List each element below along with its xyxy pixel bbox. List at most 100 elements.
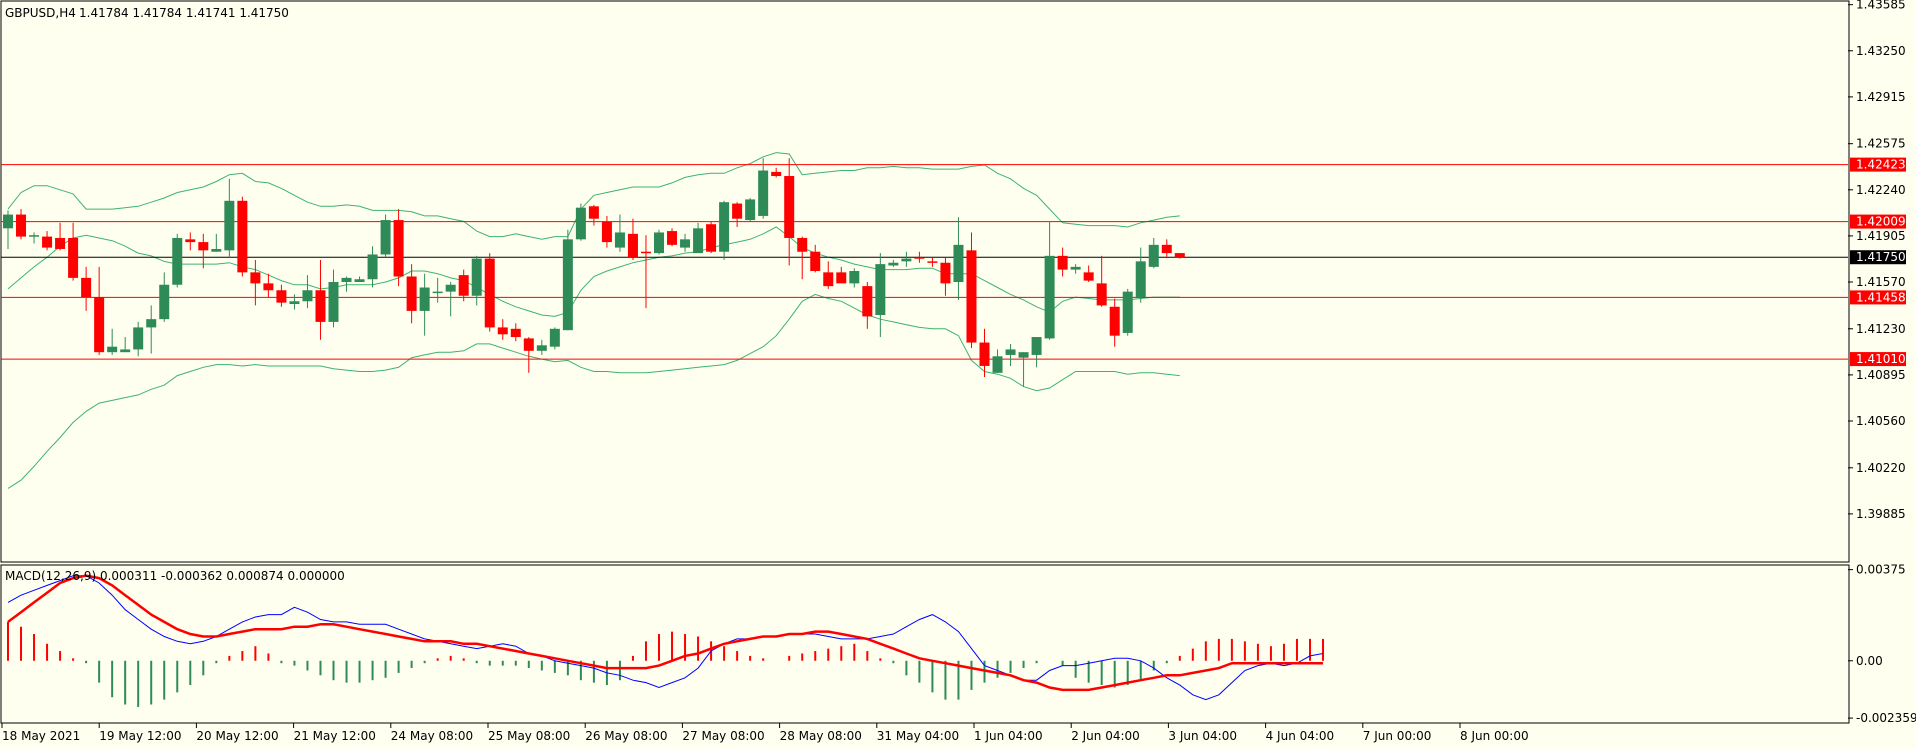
bullish-candle bbox=[419, 287, 430, 311]
bearish-candle bbox=[1174, 253, 1185, 258]
time-tick-label: 25 May 08:00 bbox=[488, 729, 570, 743]
macd-signal-line bbox=[7, 574, 1323, 692]
time-tick-label: 19 May 12:00 bbox=[99, 729, 181, 743]
bullish-candle bbox=[614, 232, 625, 248]
bearish-candle bbox=[797, 237, 808, 252]
bullish-candle bbox=[875, 264, 886, 316]
bearish-candle bbox=[1096, 283, 1107, 306]
macd-tick-label: 0.00375 bbox=[1856, 563, 1906, 577]
bullish-candle bbox=[471, 258, 482, 296]
bullish-candle bbox=[289, 301, 300, 305]
bullish-candle bbox=[758, 170, 769, 216]
time-tick-label: 28 May 08:00 bbox=[780, 729, 862, 743]
bullish-candle bbox=[432, 291, 443, 294]
time-tick-label: 26 May 08:00 bbox=[585, 729, 667, 743]
bullish-candle bbox=[146, 319, 157, 328]
bullish-candle bbox=[445, 284, 456, 292]
bullish-candle bbox=[341, 277, 352, 282]
bearish-candle bbox=[484, 258, 495, 328]
bearish-candle bbox=[94, 297, 105, 353]
chart-ohlc-label: 1.41784 1.41784 1.41741 1.41750 bbox=[79, 6, 289, 20]
macd-panel[interactable] bbox=[0, 564, 1850, 724]
bearish-candle bbox=[706, 224, 717, 252]
bullish-candle bbox=[380, 220, 391, 255]
bearish-candle bbox=[523, 338, 534, 351]
bearish-candle bbox=[510, 328, 521, 338]
bearish-candle bbox=[601, 221, 612, 243]
price-tick-label: 1.43250 bbox=[1856, 44, 1906, 58]
price-tick-label: 1.40220 bbox=[1856, 461, 1906, 475]
bullish-candle bbox=[1122, 291, 1133, 333]
bearish-candle bbox=[914, 257, 925, 259]
bullish-candle bbox=[328, 282, 339, 322]
macd-tick-label: 0.00 bbox=[1856, 654, 1883, 668]
bullish-candle bbox=[562, 239, 573, 331]
price-tick-label: 1.39885 bbox=[1856, 507, 1906, 521]
bearish-candle bbox=[640, 251, 651, 254]
bearish-candle bbox=[667, 231, 678, 245]
bearish-candle bbox=[627, 233, 638, 258]
level-price-tag bbox=[1850, 214, 1906, 229]
price-tick-label: 1.42240 bbox=[1856, 183, 1906, 197]
level-price-label: 1.42423 bbox=[1856, 158, 1906, 172]
price-tick-label: 1.40895 bbox=[1856, 368, 1906, 382]
bearish-candle bbox=[810, 251, 821, 271]
bearish-candle bbox=[68, 237, 79, 278]
bearish-candle bbox=[237, 200, 248, 273]
bullish-candle bbox=[901, 258, 912, 262]
bearish-candle bbox=[1083, 272, 1094, 281]
bullish-candle bbox=[224, 200, 235, 251]
bearish-candle bbox=[1161, 244, 1172, 254]
bullish-candle bbox=[745, 199, 756, 221]
price-tick-label: 1.43585 bbox=[1856, 0, 1906, 12]
time-tick-label: 21 May 12:00 bbox=[294, 729, 376, 743]
bearish-candle bbox=[42, 236, 53, 248]
bullish-candle bbox=[354, 279, 365, 282]
bullish-candle bbox=[107, 346, 118, 353]
bullish-candle bbox=[888, 262, 899, 266]
time-tick-label: 27 May 08:00 bbox=[682, 729, 764, 743]
bullish-candle bbox=[719, 202, 730, 252]
price-tick-label: 1.41905 bbox=[1856, 229, 1906, 243]
bearish-candle bbox=[927, 261, 938, 263]
bullish-candle bbox=[1044, 255, 1055, 339]
price-tick-label: 1.41230 bbox=[1856, 322, 1906, 336]
bearish-candle bbox=[862, 286, 873, 317]
bearish-candle bbox=[250, 272, 261, 284]
macd-line bbox=[7, 575, 1324, 701]
level-price-tag bbox=[1850, 290, 1906, 305]
bullish-candle bbox=[1148, 244, 1159, 267]
bullish-candle bbox=[133, 327, 144, 350]
time-tick-label: 8 Jun 00:00 bbox=[1460, 729, 1529, 743]
level-price-label: 1.41010 bbox=[1856, 352, 1906, 366]
bullish-candle bbox=[849, 270, 860, 284]
bullish-candle bbox=[29, 235, 40, 237]
bullish-candle bbox=[654, 232, 664, 254]
bullish-candle bbox=[1031, 337, 1042, 355]
time-tick-label: 3 Jun 04:00 bbox=[1168, 729, 1237, 743]
time-tick-label: 1 Jun 04:00 bbox=[974, 729, 1043, 743]
bullish-candle bbox=[1005, 349, 1016, 355]
bearish-candle bbox=[732, 203, 743, 219]
price-tick-label: 1.41570 bbox=[1856, 275, 1906, 289]
bullish-candle bbox=[992, 356, 1003, 373]
bullish-candle bbox=[575, 207, 586, 240]
bullish-candle bbox=[1070, 266, 1081, 270]
bullish-candle bbox=[211, 248, 222, 252]
price-tick-label: 1.40560 bbox=[1856, 414, 1906, 428]
macd-header-label: MACD(12,26,9) 0.000311 -0.000362 0.00087… bbox=[5, 569, 345, 583]
bullish-candle bbox=[1018, 352, 1029, 358]
bearish-candle bbox=[979, 342, 990, 366]
price-tick-label: 1.42575 bbox=[1856, 137, 1906, 151]
current-price-tag bbox=[1850, 250, 1906, 265]
bearish-candle bbox=[836, 272, 847, 284]
bearish-candle bbox=[198, 242, 209, 251]
bearish-candle bbox=[458, 275, 469, 296]
time-tick-label: 2 Jun 04:00 bbox=[1071, 729, 1140, 743]
bearish-candle bbox=[1109, 306, 1120, 336]
bullish-candle bbox=[159, 284, 170, 320]
bearish-candle bbox=[276, 290, 287, 303]
bearish-candle bbox=[55, 237, 66, 249]
